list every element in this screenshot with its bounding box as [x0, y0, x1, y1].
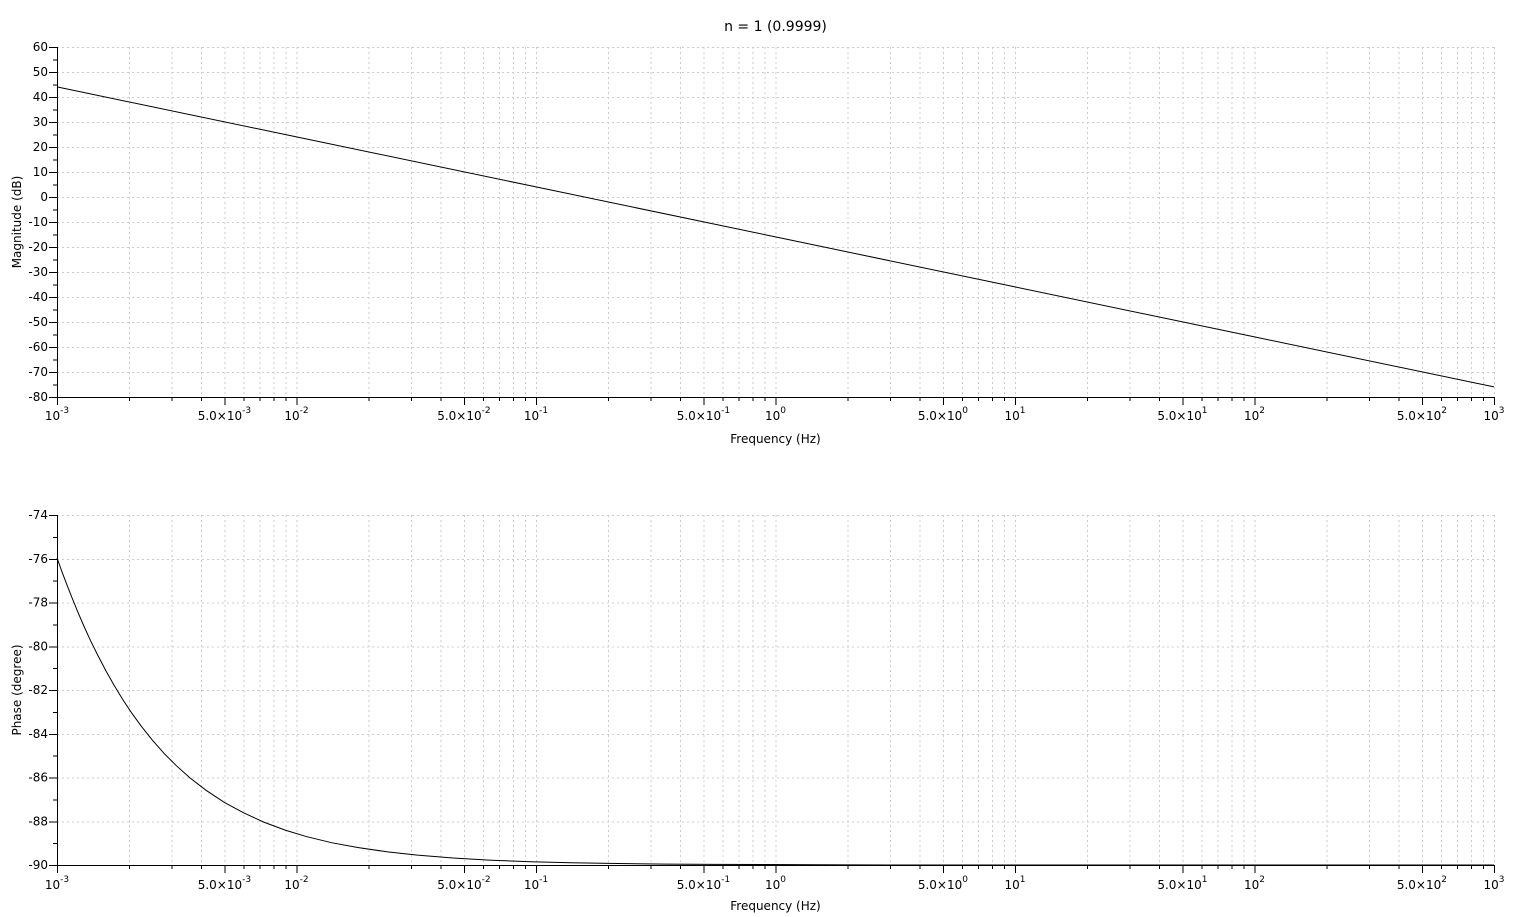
y-tick-label: -40 [28, 290, 48, 304]
y-tick-label: -50 [28, 315, 48, 329]
y-tick-label: 50 [33, 65, 48, 79]
y-tick-label: -76 [28, 552, 48, 566]
x-tick-label: 101 [1004, 875, 1025, 892]
y-tick-label: 40 [33, 90, 48, 104]
y-tick-label: 20 [33, 140, 48, 154]
phase-bode-y-ticks [49, 515, 57, 866]
y-tick-label: 30 [33, 115, 48, 129]
x-tick-label: 5.0×102 [1397, 875, 1447, 892]
y-tick-label: -20 [28, 240, 48, 254]
x-tick-label: 100 [765, 406, 786, 423]
y-tick-label: -90 [28, 858, 48, 872]
y-tick-label: -84 [28, 727, 48, 741]
x-tick-label: 102 [1244, 406, 1265, 423]
y-tick-label: -60 [28, 340, 48, 354]
magnitude-bode-v-gridlines [129, 47, 1495, 397]
x-tick-label: 100 [765, 875, 786, 892]
y-tick-label: -80 [28, 390, 48, 404]
magnitude-bode-y-tick-labels: 60 50 40 30 20 10 0 -10 -20 -30 -40 -50 -60 -70 -80 [28, 40, 48, 404]
x-tick-label: 10-3 [45, 406, 69, 423]
magnitude-bode-y-ticks [49, 47, 57, 398]
y-tick-label: 0 [40, 190, 48, 204]
y-tick-label: -88 [28, 814, 48, 828]
phase-x-axis-label: Frequency (Hz) [730, 899, 821, 913]
y-tick-label: 60 [33, 40, 48, 54]
x-tick-label: 5.0×100 [918, 406, 968, 423]
x-tick-label: 10-3 [45, 875, 69, 892]
x-tick-label: 5.0×101 [1157, 875, 1207, 892]
x-tick-label: 10-2 [284, 875, 308, 892]
y-tick-label: -86 [28, 771, 48, 785]
y-tick-label: 10 [33, 165, 48, 179]
phase_degree-curve [56, 557, 1494, 866]
magnitude-bode-x-ticks [57, 397, 1495, 405]
x-tick-label: 5.0×10-2 [437, 875, 490, 892]
magnitude-bode-chart: 6050403020100-10-20-30-40-50-60-70-8010-… [28, 40, 1504, 423]
x-tick-label: 5.0×10-2 [437, 406, 490, 423]
x-tick-label: 10-1 [524, 406, 548, 423]
magnitude-x-axis-label: Frequency (Hz) [730, 432, 821, 446]
y-tick-label: -80 [28, 639, 48, 653]
x-tick-label: 103 [1483, 875, 1504, 892]
x-tick-label: 103 [1483, 406, 1504, 423]
x-tick-label: 102 [1244, 875, 1265, 892]
x-tick-label: 5.0×10-1 [677, 875, 730, 892]
x-tick-label: 5.0×100 [918, 875, 968, 892]
y-tick-label: -70 [28, 365, 48, 379]
x-tick-label: 5.0×101 [1157, 406, 1207, 423]
chart-title: n = 1 (0.9999) [724, 19, 827, 35]
x-tick-label: 5.0×102 [1397, 406, 1447, 423]
magnitude-bode-x-tick-labels: 10-3 5.0×10-3 10-2 5.0×10-2 10-1 5.0×10-1 100 5… [45, 406, 1505, 423]
phase-bode-x-ticks [57, 865, 1495, 873]
y-tick-label: -10 [28, 215, 48, 229]
x-tick-label: 10-2 [284, 406, 308, 423]
x-tick-label: 10-1 [524, 875, 548, 892]
phase-bode-v-gridlines [129, 515, 1495, 865]
x-tick-label: 5.0×10-3 [198, 406, 251, 423]
y-tick-label: -78 [28, 596, 48, 610]
phase-bode-y-tick-labels: -74 -76 -78 -80 -82 -84 -86 -88 -90 [28, 508, 48, 872]
magnitude_dB-curve [56, 86, 1495, 388]
x-tick-label: 101 [1004, 406, 1025, 423]
x-tick-label: 5.0×10-3 [198, 875, 251, 892]
y-tick-label: -30 [28, 265, 48, 279]
y-tick-label: -74 [28, 508, 48, 522]
y-tick-label: -82 [28, 683, 48, 697]
magnitude-bode-axes [57, 47, 1495, 398]
phase-bode-x-tick-labels: 10-3 5.0×10-3 10-2 5.0×10-2 10-1 5.0×10-1 100 5… [45, 875, 1505, 892]
x-tick-label: 5.0×10-1 [677, 406, 730, 423]
